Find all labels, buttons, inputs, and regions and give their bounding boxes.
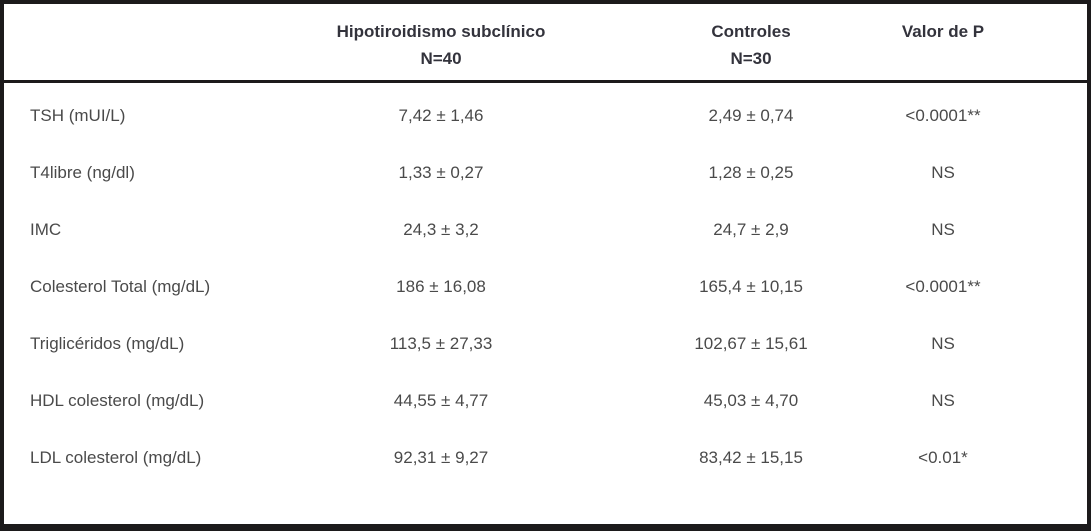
table-row: T4libre (ng/dl) 1,33 ± 0,27 1,28 ± 0,25 …: [4, 144, 1087, 201]
table-row: LDL colesterol (mg/dL) 92,31 ± 9,27 83,4…: [4, 429, 1087, 486]
table-row: IMC 24,3 ± 3,2 24,7 ± 2,9 NS: [4, 201, 1087, 258]
value-p: NS: [931, 219, 955, 239]
value-controles: 165,4 ± 10,15: [699, 276, 803, 296]
value-p: NS: [931, 390, 955, 410]
value-hipotiroidismo: 113,5 ± 27,33: [389, 333, 493, 353]
table-row: TSH (mUI/L) 7,42 ± 1,46 2,49 ± 0,74 <0.0…: [4, 87, 1087, 144]
value-hipotiroidismo: 186 ± 16,08: [396, 276, 486, 296]
value-controles: 24,7 ± 2,9: [713, 219, 789, 239]
value-p: <0.0001**: [905, 105, 981, 125]
header-group1-n: N=40: [420, 49, 462, 68]
value-controles: 1,28 ± 0,25: [708, 162, 794, 182]
value-controles: 83,42 ± 15,15: [699, 447, 803, 467]
value-hipotiroidismo: 24,3 ± 3,2: [403, 219, 479, 239]
row-label: HDL colesterol (mg/dL): [30, 390, 205, 410]
value-hipotiroidismo: 7,42 ± 1,46: [398, 105, 484, 125]
row-label: Colesterol Total (mg/dL): [30, 276, 211, 296]
header-cell-controles: Controles N=30: [591, 4, 911, 80]
row-label: TSH (mUI/L): [30, 105, 126, 125]
value-p: NS: [931, 162, 955, 182]
value-controles: 102,67 ± 15,61: [694, 333, 808, 353]
header-p-title: Valor de P: [901, 22, 985, 41]
value-hipotiroidismo: 1,33 ± 0,27: [398, 162, 484, 182]
value-p: <0.01*: [918, 447, 968, 467]
header-cell-empty: [4, 4, 291, 80]
header-cell-hipotiroidismo: Hipotiroidismo subclínico N=40: [291, 4, 591, 80]
value-p: NS: [931, 333, 955, 353]
row-label: IMC: [30, 219, 62, 239]
table-row: Triglicéridos (mg/dL) 113,5 ± 27,33 102,…: [4, 315, 1087, 372]
table-row: Colesterol Total (mg/dL) 186 ± 16,08 165…: [4, 258, 1087, 315]
value-p: <0.0001**: [905, 276, 981, 296]
table-row: HDL colesterol (mg/dL) 44,55 ± 4,77 45,0…: [4, 372, 1087, 429]
value-hipotiroidismo: 44,55 ± 4,77: [393, 390, 489, 410]
row-label: Triglicéridos (mg/dL): [30, 333, 185, 353]
value-hipotiroidismo: 92,31 ± 9,27: [393, 447, 489, 467]
row-label: LDL colesterol (mg/dL): [30, 447, 202, 467]
table-header-row: Hipotiroidismo subclínico N=40 Controles…: [4, 4, 1087, 83]
table-body: TSH (mUI/L) 7,42 ± 1,46 2,49 ± 0,74 <0.0…: [4, 83, 1087, 486]
row-label: T4libre (ng/dl): [30, 162, 135, 182]
header-group2-title: Controles: [711, 22, 791, 41]
header-group2-n: N=30: [730, 49, 772, 68]
value-controles: 45,03 ± 4,70: [703, 390, 799, 410]
header-group1-title: Hipotiroidismo subclínico: [336, 22, 546, 41]
value-controles: 2,49 ± 0,74: [708, 105, 794, 125]
header-cell-valor-p: Valor de P: [855, 4, 1031, 80]
